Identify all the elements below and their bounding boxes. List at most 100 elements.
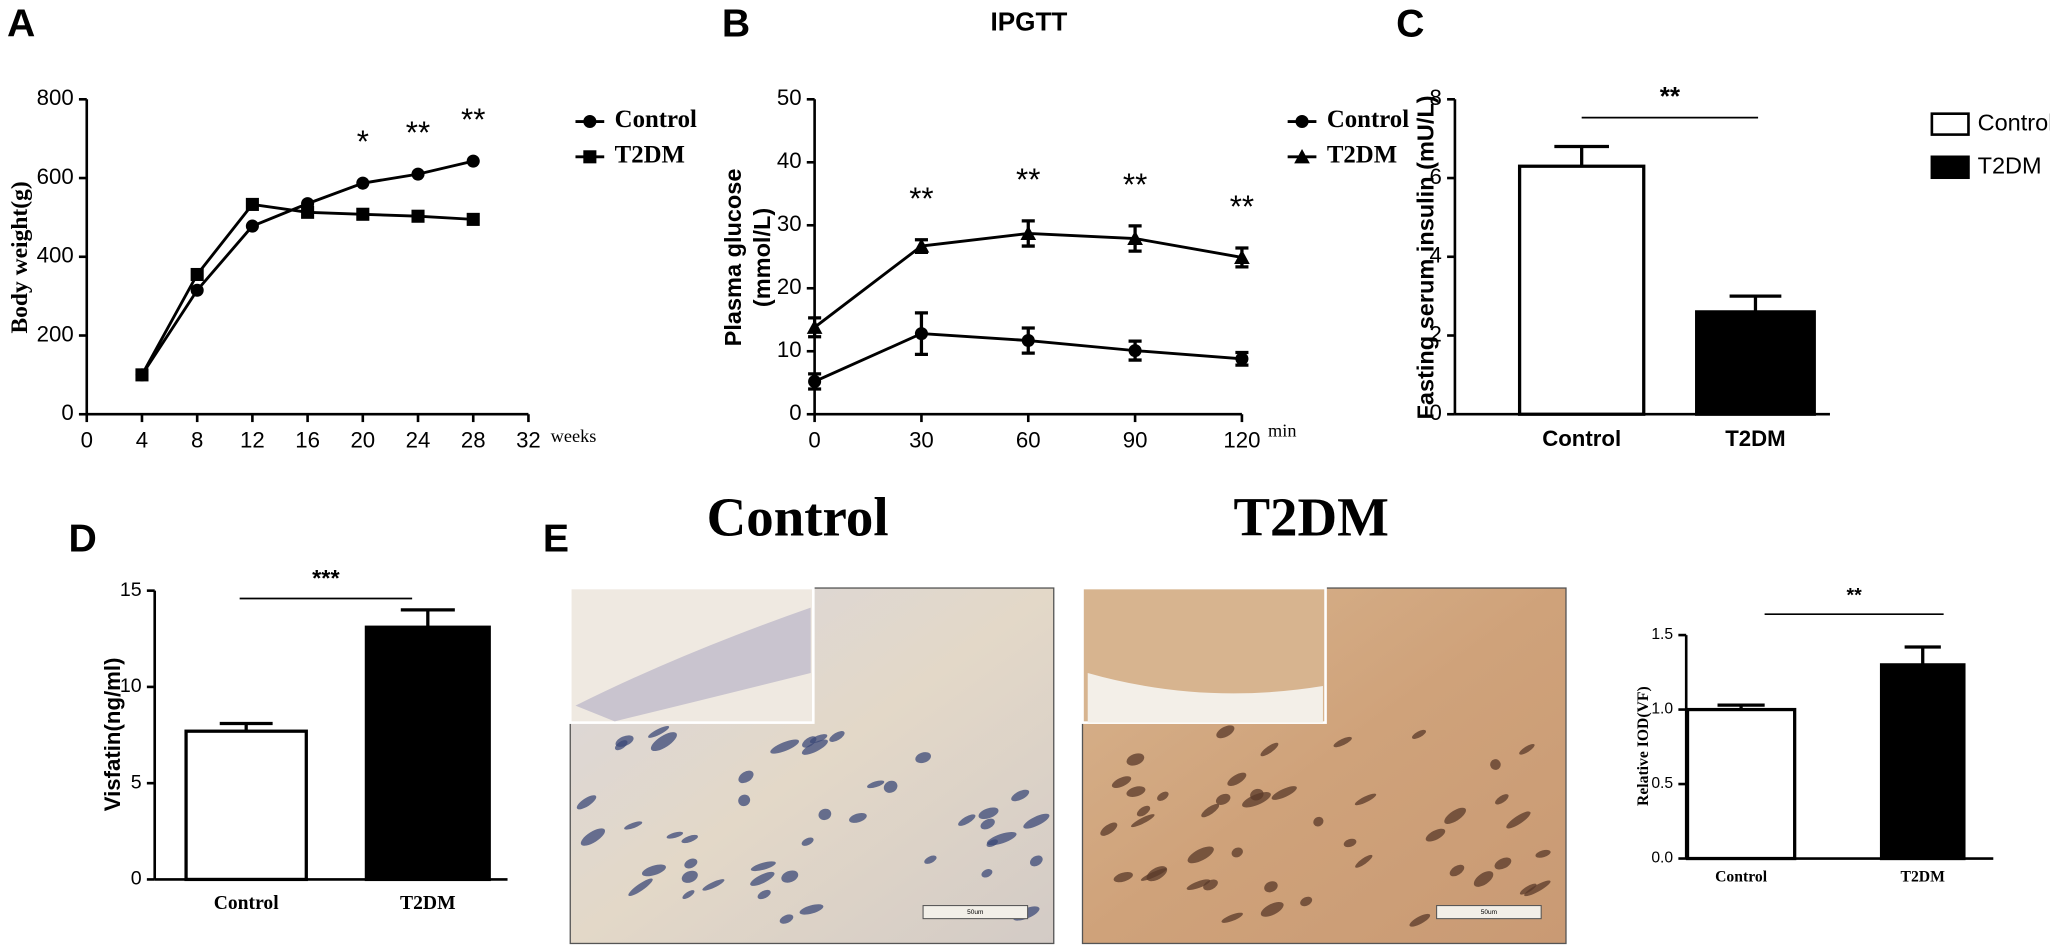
nucleus xyxy=(1343,838,1357,848)
nucleus xyxy=(781,870,799,883)
error-bar xyxy=(400,608,455,628)
nucleus xyxy=(1412,729,1427,739)
nucleus xyxy=(1131,814,1155,828)
nucleus xyxy=(1113,871,1133,883)
legend-label: T2DM xyxy=(1978,152,2042,178)
nucleus xyxy=(1201,803,1220,818)
marker xyxy=(245,219,259,233)
nucleus xyxy=(779,914,794,924)
nucleus xyxy=(1215,793,1231,805)
nucleus xyxy=(580,828,606,846)
x-tick-label: T2DM xyxy=(400,893,456,914)
marker xyxy=(1127,230,1143,246)
legend-swatch xyxy=(1930,112,1970,136)
nucleus xyxy=(1535,849,1551,858)
error-bar xyxy=(1904,645,1941,665)
nucleus xyxy=(818,808,832,821)
legend-label: T2DM xyxy=(615,142,685,169)
bar xyxy=(1517,164,1646,416)
nucleus xyxy=(614,740,628,751)
nucleus xyxy=(682,890,695,900)
inset-background xyxy=(1087,672,1323,723)
y-tick-label: 10 xyxy=(777,337,802,362)
nucleus xyxy=(1313,816,1324,827)
x-tick-label: Control xyxy=(1715,869,1768,886)
legend-label: Control xyxy=(1978,109,2050,135)
marker xyxy=(190,283,204,297)
marker xyxy=(1234,249,1250,264)
y-tick-label: 0 xyxy=(789,400,801,425)
x-tick-label: 20 xyxy=(350,428,375,453)
nucleus xyxy=(1216,725,1235,739)
nucleus xyxy=(1300,896,1313,907)
x-tick-label: 30 xyxy=(909,428,934,453)
legend-label: Control xyxy=(1327,106,1409,133)
marker xyxy=(913,238,930,253)
nucleus xyxy=(915,752,931,764)
insets: 50um 50um xyxy=(568,586,1542,920)
nucleus xyxy=(1231,847,1243,858)
marker xyxy=(466,154,480,168)
nucleus xyxy=(1029,855,1043,867)
y-tick-label: 0.5 xyxy=(1651,775,1673,792)
y-tick-label: 1.5 xyxy=(1651,626,1673,643)
y-axis-label: Body weight(g) xyxy=(7,181,33,333)
nucleus xyxy=(1494,857,1512,870)
bar xyxy=(1879,663,1966,861)
marker xyxy=(135,368,149,382)
panel-label: C xyxy=(1396,2,1424,45)
y-tick-label: 50 xyxy=(777,85,802,110)
nucleus xyxy=(576,795,597,810)
nucleus xyxy=(1221,912,1243,923)
significance: * xyxy=(357,124,369,159)
y-axis-label: (mmol/L) xyxy=(749,208,775,307)
nucleus xyxy=(978,807,999,820)
panel-label: D xyxy=(68,517,96,560)
marker xyxy=(1295,114,1309,129)
nucleus xyxy=(1157,791,1169,801)
x-tick-label: 4 xyxy=(136,428,148,453)
error-bar xyxy=(1729,294,1782,312)
inset-tissue xyxy=(575,607,811,722)
nucleus xyxy=(1473,871,1494,887)
bar xyxy=(1695,310,1816,416)
marker xyxy=(1020,225,1037,241)
nucleus xyxy=(867,780,885,789)
nucleus xyxy=(738,794,751,807)
nucleus xyxy=(1264,881,1278,893)
marker xyxy=(301,205,315,219)
legend-label: Control xyxy=(615,106,697,133)
y-tick-label: 2 xyxy=(1429,321,1441,346)
y-tick-label: 0 xyxy=(1429,400,1441,425)
legend-label: T2DM xyxy=(1327,142,1397,169)
nucleus xyxy=(1146,866,1168,882)
marker xyxy=(356,176,370,190)
marker xyxy=(808,374,822,389)
nucleus xyxy=(738,770,754,784)
bar xyxy=(364,625,491,882)
image-title: T2DM xyxy=(1233,486,1388,547)
significance: ** xyxy=(461,102,485,137)
nucleus xyxy=(1126,753,1145,766)
chart-title: IPGTT xyxy=(990,6,1067,36)
y-tick-label: 1.0 xyxy=(1651,701,1673,718)
y-tick-label: 200 xyxy=(37,321,74,346)
x-tick-label: T2DM xyxy=(1725,426,1785,451)
x-tick-label: 16 xyxy=(295,428,320,453)
nucleus xyxy=(958,814,976,826)
scale-bar-label: 50um xyxy=(967,909,983,916)
y-tick-label: 10 xyxy=(120,675,142,697)
nucleus xyxy=(1260,742,1279,757)
nucleus xyxy=(1242,792,1271,808)
x-tick-label: T2DM xyxy=(1901,869,1946,886)
legend-swatch xyxy=(1930,155,1970,180)
nucleus xyxy=(757,889,771,900)
y-tick-label: 4 xyxy=(1429,243,1441,268)
marker xyxy=(356,207,370,221)
y-axis-label: Visfatin(ng/ml) xyxy=(100,657,125,811)
nucleus xyxy=(650,732,677,752)
y-axis-label: Fasting serum insulin (mU/L) xyxy=(1413,95,1439,419)
significance: ** xyxy=(1846,585,1862,607)
marker xyxy=(583,114,597,129)
